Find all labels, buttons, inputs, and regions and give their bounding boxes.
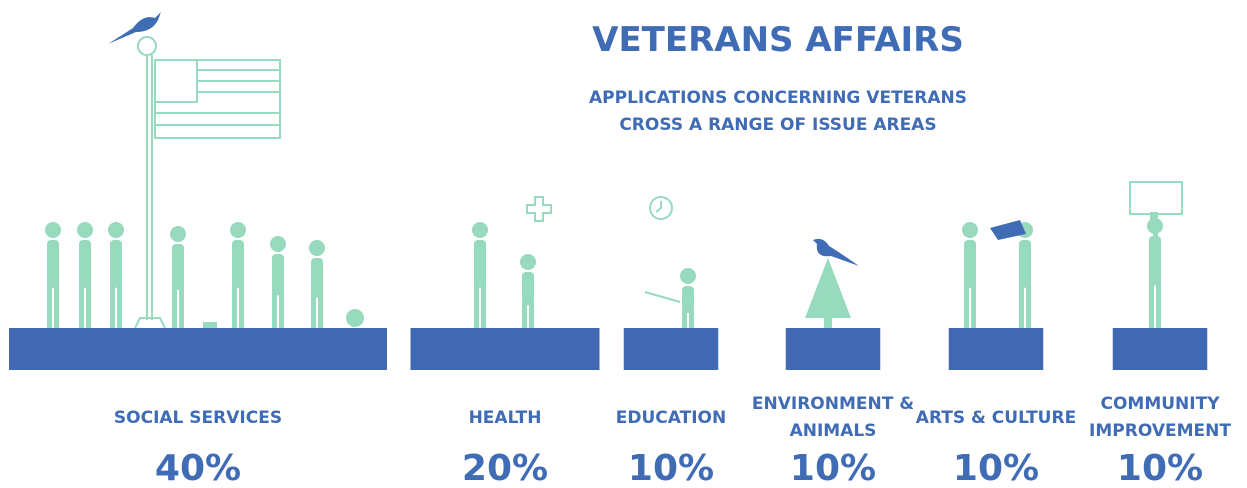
figure-leg: [172, 287, 177, 328]
category-label: SOCIAL SERVICES: [113, 390, 283, 446]
category-label: ENVIRONMENT & ANIMALS: [748, 390, 918, 446]
figure-leg: [232, 285, 237, 328]
figure-head: [309, 240, 325, 256]
figure-body: [79, 240, 91, 288]
figure-head: [472, 222, 488, 238]
bar: [1113, 328, 1208, 370]
category-label: COMMUNITY IMPROVEMENT: [1075, 390, 1245, 446]
figure-leg: [964, 285, 969, 328]
figure-body: [172, 244, 184, 290]
figure-body: [1019, 240, 1031, 288]
figure-head: [520, 254, 536, 270]
figure-leg: [1026, 285, 1031, 328]
figure-leg: [1156, 282, 1161, 328]
subtitle-line: APPLICATIONS CONCERNING VETERANS: [478, 88, 1078, 108]
figure-leg: [971, 285, 976, 328]
figure-leg: [318, 295, 323, 328]
value-label: 20%: [420, 448, 590, 488]
figure-leg: [239, 285, 244, 328]
infographic: VETERANS AFFAIRS APPLICATIONS CONCERNING…: [0, 0, 1247, 488]
figure-head: [108, 222, 124, 238]
figure-leg: [79, 285, 84, 328]
figure-body: [474, 240, 486, 288]
subtitle-line: CROSS A RANGE OF ISSUE AREAS: [478, 115, 1078, 135]
figure-head: [230, 222, 246, 238]
figure-leg: [110, 285, 115, 328]
category-label: ARTS & CULTURE: [911, 390, 1081, 446]
bar: [411, 328, 600, 370]
chart-title: VETERANS AFFAIRS: [478, 20, 1078, 60]
figure-leg: [474, 285, 479, 328]
figure-body: [110, 240, 122, 288]
figure-leg: [682, 311, 687, 328]
figure-body: [682, 286, 694, 313]
category-label: HEALTH: [420, 390, 590, 446]
figure-body: [232, 240, 244, 288]
figure-body: [311, 258, 323, 298]
figure-leg: [1149, 282, 1154, 328]
figure-head: [170, 226, 186, 242]
figure-head: [962, 222, 978, 238]
figure-leg: [86, 285, 91, 328]
value-label: 10%: [911, 448, 1081, 488]
value-label: 40%: [113, 448, 283, 488]
figure-leg: [54, 285, 59, 328]
bar: [786, 328, 881, 370]
figure-head: [77, 222, 93, 238]
figure-head: [270, 236, 286, 252]
bar: [949, 328, 1044, 370]
figure-body: [47, 240, 59, 288]
figure-leg: [279, 293, 284, 328]
figure-leg: [179, 287, 184, 328]
value-label: 10%: [1075, 448, 1245, 488]
figure-leg: [311, 295, 316, 328]
figure-leg: [689, 311, 694, 328]
figure-leg: [522, 303, 527, 328]
figure-body: [964, 240, 976, 288]
figure-head: [1147, 218, 1163, 234]
figure-body: [272, 254, 284, 295]
category-label: EDUCATION: [586, 390, 756, 446]
figure-leg: [47, 285, 52, 328]
value-label: 10%: [748, 448, 918, 488]
figure-leg: [529, 303, 534, 328]
bar: [9, 328, 387, 370]
figure-leg: [481, 285, 486, 328]
figure-body: [1149, 236, 1161, 286]
figure-head: [680, 268, 696, 284]
figure-leg: [272, 293, 277, 328]
bar: [624, 328, 719, 370]
figure-leg: [1019, 285, 1024, 328]
value-label: 10%: [586, 448, 756, 488]
figure-head: [45, 222, 61, 238]
figure-body: [522, 272, 534, 305]
figure-leg: [117, 285, 122, 328]
